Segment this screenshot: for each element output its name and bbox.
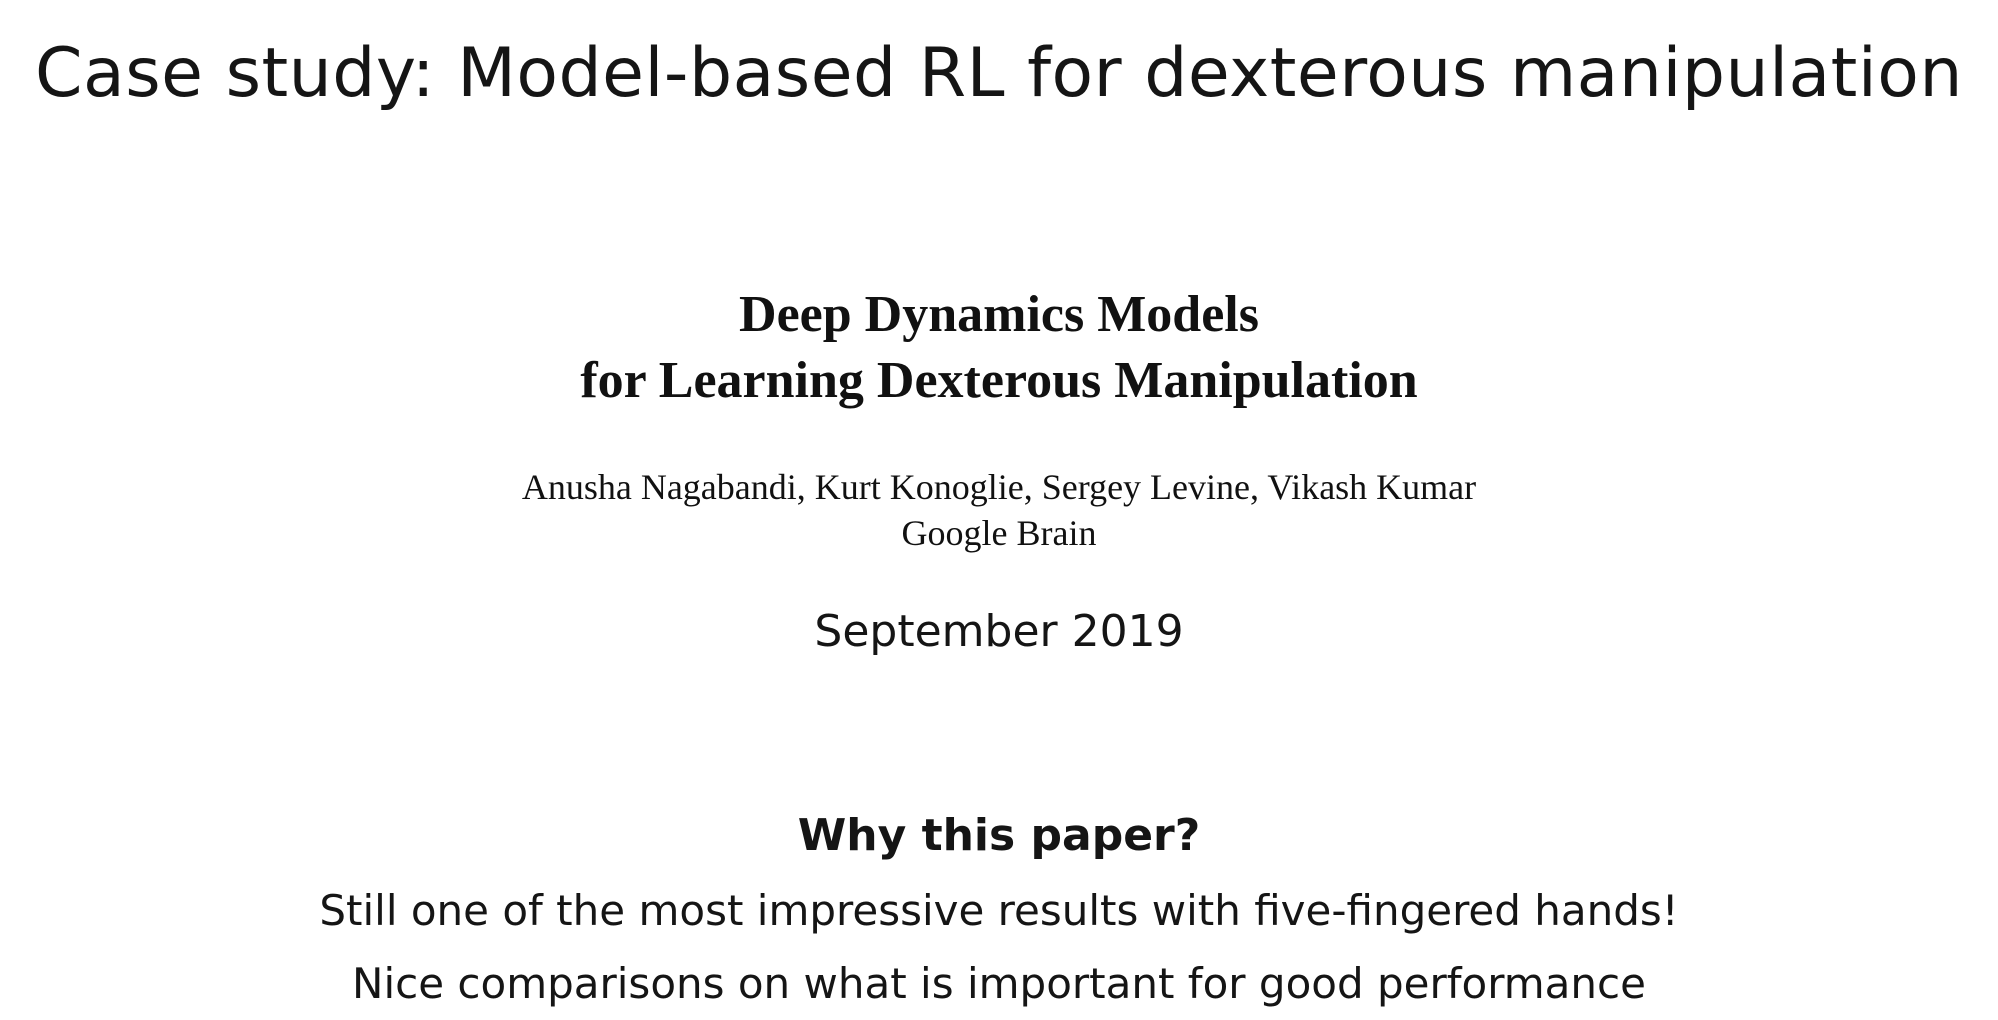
paper-title-line: for Learning Dexterous Manipulation [580, 352, 1418, 409]
paper-authors: Anusha Nagabandi, Kurt Konoglie, Sergey … [521, 467, 1477, 507]
paper-affiliation: Google Brain [901, 513, 1097, 553]
paper-title: Deep Dynamics Models for Learning Dexter… [0, 282, 1998, 414]
paper-title-line: Deep Dynamics Models [739, 286, 1259, 343]
why-point: Still one of the most impressive results… [319, 886, 1679, 935]
paper-header: Deep Dynamics Models for Learning Dexter… [0, 282, 1998, 556]
why-heading: Why this paper? [797, 810, 1201, 861]
why-point: Nice comparisons on what is important fo… [352, 959, 1646, 1008]
paper-date: September 2019 [814, 606, 1184, 657]
why-section: Why this paper? Still one of the most im… [0, 808, 1998, 1020]
paper-authors-block: Anusha Nagabandi, Kurt Konoglie, Sergey … [0, 464, 1998, 556]
slide-title: Case study: Model-based RL for dexterous… [35, 34, 1963, 113]
